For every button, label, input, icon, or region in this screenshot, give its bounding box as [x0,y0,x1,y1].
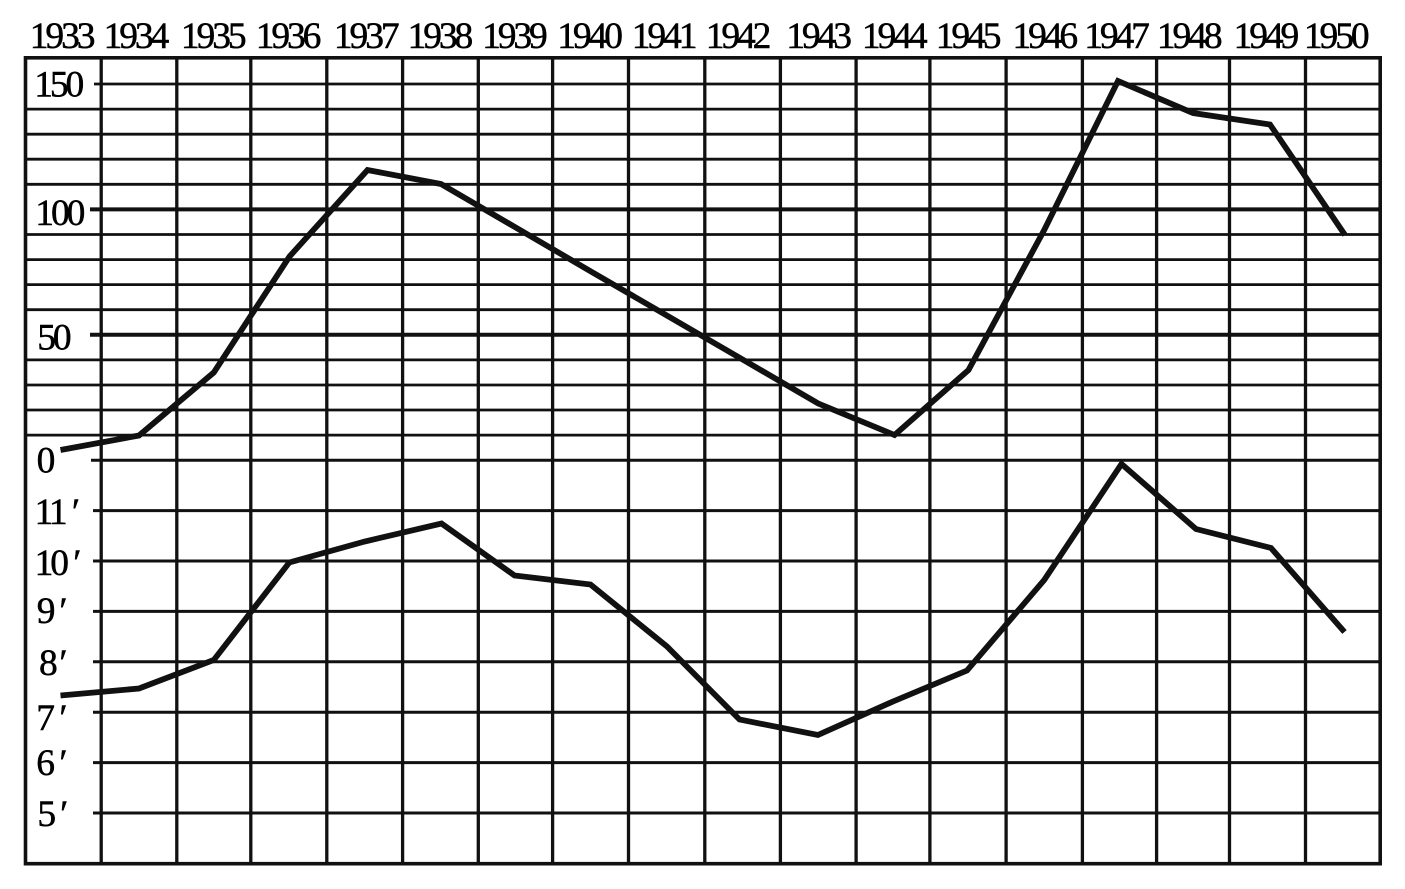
svg-text:50: 50 [37,317,71,358]
svg-text:1944: 1944 [862,16,928,57]
svg-text:5: 5 [37,794,56,835]
svg-text:1940: 1940 [557,16,622,57]
svg-text:′: ′ [59,643,67,684]
svg-text:10: 10 [35,543,69,584]
svg-text:1947: 1947 [1084,16,1149,57]
svg-text:1937: 1937 [334,16,399,57]
svg-text:′: ′ [59,591,67,632]
svg-text:1941: 1941 [632,16,696,57]
svg-text:1933: 1933 [30,16,95,57]
svg-text:1948: 1948 [1157,16,1222,57]
svg-text:7: 7 [36,698,55,739]
svg-text:0: 0 [37,441,56,482]
svg-text:1945: 1945 [936,16,1001,57]
svg-text:1938: 1938 [408,16,473,57]
svg-text:11: 11 [35,492,66,533]
svg-text:′: ′ [59,698,67,739]
svg-text:6: 6 [36,743,55,784]
svg-text:1946: 1946 [1012,16,1077,57]
svg-text:9: 9 [37,591,56,632]
svg-text:1936: 1936 [256,16,321,57]
svg-text:′: ′ [73,543,81,584]
svg-text:1949: 1949 [1234,16,1299,57]
svg-text:8: 8 [39,643,58,684]
svg-text:′: ′ [72,492,80,533]
svg-text:1934: 1934 [104,16,170,57]
svg-text:1939: 1939 [482,16,547,57]
svg-text:′: ′ [59,743,67,784]
svg-text:150: 150 [34,65,83,106]
svg-text:1943: 1943 [786,16,851,57]
svg-text:1942: 1942 [706,16,770,57]
svg-text:′: ′ [60,794,68,835]
svg-text:1950: 1950 [1304,16,1369,57]
svg-text:1935: 1935 [181,16,246,57]
svg-text:100: 100 [35,193,84,234]
